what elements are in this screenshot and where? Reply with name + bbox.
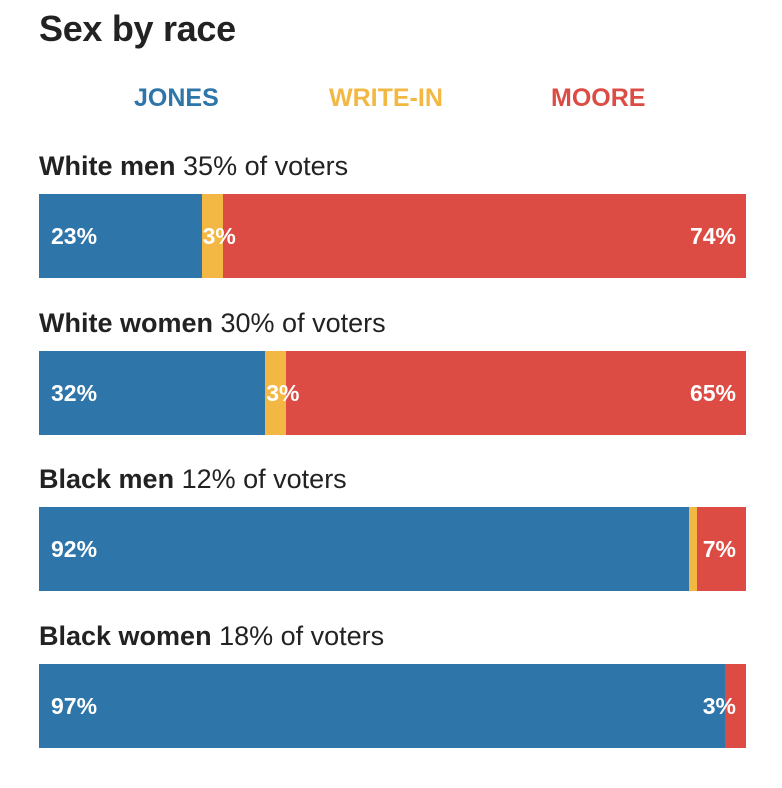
group-share: 12% of voters xyxy=(181,464,347,494)
group-share: 18% of voters xyxy=(219,621,385,651)
value-label-moore: 3% xyxy=(702,693,736,719)
bar-segment-jones xyxy=(39,351,266,435)
bar-segment-write-in xyxy=(201,194,223,278)
stacked-bar: 97% 3% xyxy=(39,664,746,748)
value-label-moore: 7% xyxy=(702,536,736,562)
legend-write-in: WRITE-IN xyxy=(329,84,443,112)
legend-jones: JONES xyxy=(134,84,219,112)
value-label-jones: 32% xyxy=(51,380,98,406)
group-share: 35% of voters xyxy=(183,151,349,181)
group-white-men: White men 35% of voters 23% 3% 74% xyxy=(39,150,746,278)
value-label-jones: 97% xyxy=(51,693,98,719)
group-share: 30% of voters xyxy=(220,308,386,338)
value-label-moore: 74% xyxy=(689,223,736,249)
group-label: White men 35% of voters xyxy=(39,150,746,190)
value-label-write-in: 3% xyxy=(202,223,236,249)
group-name: Black women xyxy=(39,621,212,651)
bar-segment-moore xyxy=(696,507,746,591)
group-name: White men xyxy=(39,151,176,181)
group-label: White women 30% of voters xyxy=(39,307,746,347)
group-white-women: White women 30% of voters 32% 3% 65% xyxy=(39,307,746,435)
chart-title: Sex by race xyxy=(39,8,236,49)
value-label-write-in: 3% xyxy=(266,380,300,406)
group-label: Black women 18% of voters xyxy=(39,620,746,660)
bar-segment-write-in xyxy=(689,507,697,591)
bar-segment-jones xyxy=(39,194,202,278)
bar-segment-moore xyxy=(222,194,746,278)
stacked-bar: 92% 7% xyxy=(39,507,746,591)
group-name: Black men xyxy=(39,464,175,494)
bar-segment-jones xyxy=(39,664,725,748)
value-label-jones: 23% xyxy=(51,223,98,249)
bar-segment-jones xyxy=(39,507,690,591)
group-black-men: Black men 12% of voters 92% 7% xyxy=(39,463,746,591)
bar-segment-moore xyxy=(286,351,746,435)
bar-segment-moore xyxy=(724,664,746,748)
group-black-women: Black women 18% of voters 97% 3% xyxy=(39,620,746,748)
group-label: Black men 12% of voters xyxy=(39,463,746,503)
bar-segment-write-in xyxy=(265,351,287,435)
value-label-jones: 92% xyxy=(51,536,98,562)
stacked-bar: 32% 3% 65% xyxy=(39,351,746,435)
value-label-moore: 65% xyxy=(689,380,736,406)
stacked-bar: 23% 3% 74% xyxy=(39,194,746,278)
group-name: White women xyxy=(39,308,213,338)
legend-moore: MOORE xyxy=(551,84,646,112)
